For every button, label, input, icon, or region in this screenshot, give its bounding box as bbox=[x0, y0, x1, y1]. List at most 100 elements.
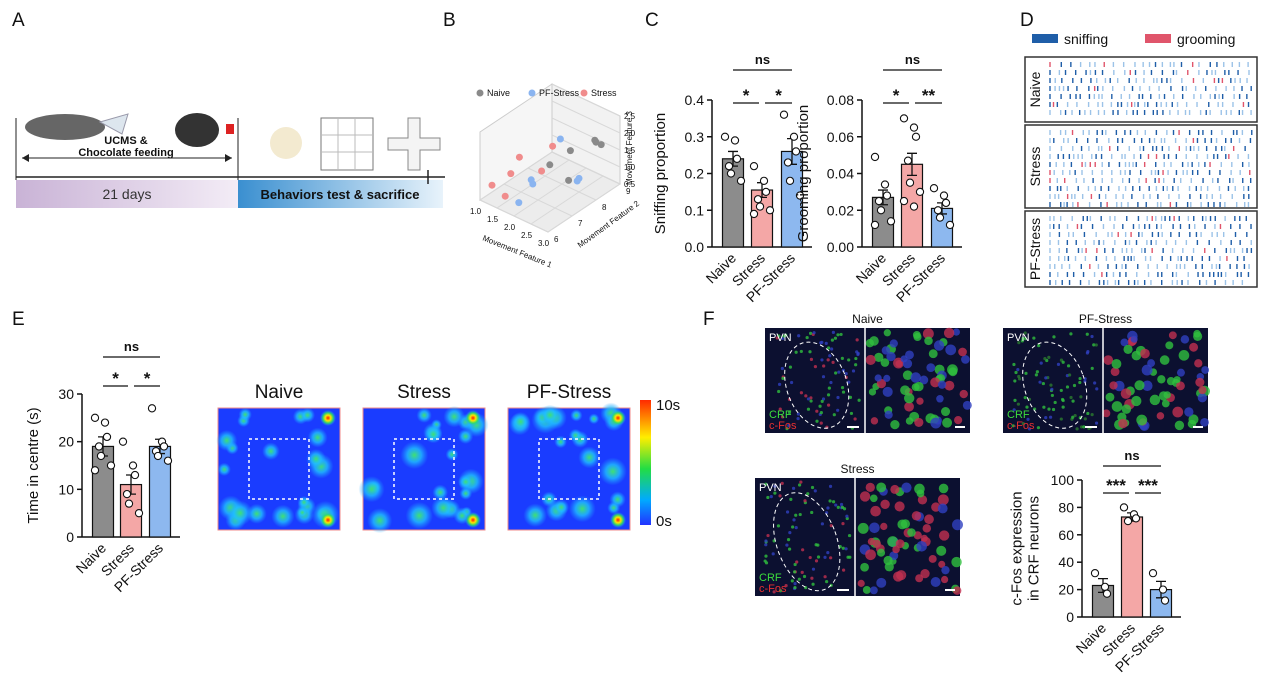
data-point bbox=[753, 195, 763, 204]
cell bbox=[920, 569, 930, 579]
cell bbox=[792, 570, 797, 574]
cell bbox=[809, 357, 814, 361]
y-tick-label: 100 bbox=[1051, 472, 1075, 488]
cell bbox=[793, 562, 797, 567]
x-tick-label: 1.5 bbox=[487, 215, 499, 224]
x-tick-label: 3.0 bbox=[538, 239, 550, 248]
cell bbox=[801, 548, 805, 552]
data-point bbox=[1160, 596, 1170, 605]
cell bbox=[892, 545, 900, 554]
panel-label: B bbox=[443, 10, 456, 31]
significance-label: * bbox=[144, 369, 151, 388]
data-point bbox=[765, 206, 775, 215]
centre-zone bbox=[538, 438, 600, 500]
data-point bbox=[903, 156, 913, 165]
cell bbox=[793, 586, 797, 590]
cell bbox=[787, 423, 791, 428]
cell bbox=[939, 530, 950, 541]
z-tick-label: 2.5 bbox=[624, 112, 636, 121]
cell bbox=[883, 329, 891, 337]
heat-spot bbox=[271, 504, 295, 528]
group-label: Naive bbox=[1027, 71, 1043, 107]
cell bbox=[819, 411, 823, 415]
cell bbox=[808, 331, 813, 335]
cell bbox=[1178, 350, 1190, 361]
cell bbox=[841, 522, 845, 526]
cell bbox=[911, 511, 922, 521]
stain-label: CRF bbox=[769, 409, 792, 421]
cell bbox=[840, 356, 844, 360]
cell bbox=[820, 358, 824, 362]
cell bbox=[920, 534, 928, 542]
cell bbox=[926, 363, 936, 373]
heat-spot bbox=[217, 462, 231, 477]
cell bbox=[928, 349, 938, 359]
cell bbox=[808, 350, 812, 354]
data-point bbox=[941, 198, 951, 208]
cell bbox=[790, 579, 794, 583]
cell bbox=[1032, 336, 1036, 340]
cell bbox=[785, 543, 789, 547]
cell bbox=[1078, 380, 1082, 385]
data-point bbox=[882, 191, 892, 200]
cell bbox=[1090, 366, 1094, 370]
cell bbox=[810, 576, 814, 580]
heatmap-title: Stress bbox=[397, 382, 451, 403]
cell bbox=[883, 374, 891, 382]
cell bbox=[1079, 425, 1084, 429]
cell bbox=[930, 377, 941, 388]
cell bbox=[916, 397, 924, 405]
data-point bbox=[159, 442, 169, 451]
data-point bbox=[783, 158, 793, 167]
cell bbox=[813, 489, 817, 493]
data-point bbox=[730, 136, 740, 145]
heat-spot bbox=[431, 495, 456, 520]
data-point bbox=[565, 176, 573, 184]
cell bbox=[862, 586, 871, 594]
cell bbox=[806, 397, 811, 401]
y-tick-label: 0.3 bbox=[685, 129, 705, 145]
data-point bbox=[128, 461, 138, 470]
y-tick-label: 20 bbox=[58, 434, 74, 450]
cell bbox=[1068, 373, 1072, 377]
error-bar bbox=[907, 152, 917, 176]
significance-label: ns bbox=[905, 52, 920, 67]
cell bbox=[1043, 357, 1047, 361]
data-point bbox=[1148, 569, 1158, 578]
cell bbox=[936, 545, 947, 556]
cell bbox=[780, 481, 784, 485]
cell bbox=[828, 499, 832, 503]
cell bbox=[917, 495, 928, 505]
panel-label: A bbox=[12, 10, 25, 31]
panel-label: C bbox=[645, 10, 659, 31]
timeline-text: Chocolate feeding bbox=[78, 147, 173, 159]
cell bbox=[1102, 409, 1111, 418]
cell bbox=[1176, 368, 1185, 377]
cell bbox=[1200, 417, 1209, 427]
cell bbox=[941, 566, 950, 575]
cell bbox=[914, 483, 925, 495]
cell bbox=[913, 332, 922, 342]
y-axis-label: Grooming proportion bbox=[795, 105, 812, 243]
cell bbox=[1090, 334, 1094, 339]
cell bbox=[771, 552, 775, 556]
data-point bbox=[905, 178, 915, 187]
cell bbox=[834, 371, 838, 375]
cell bbox=[1141, 364, 1153, 376]
cell bbox=[890, 484, 900, 494]
significance-label: * bbox=[743, 86, 750, 105]
cell bbox=[1065, 385, 1070, 389]
cell bbox=[1050, 393, 1054, 398]
cell bbox=[1123, 344, 1133, 354]
cell bbox=[1044, 376, 1048, 380]
heat-spot bbox=[320, 512, 336, 528]
cell bbox=[1086, 411, 1090, 416]
cell bbox=[780, 415, 785, 419]
cell bbox=[1184, 407, 1194, 417]
significance-label: *** bbox=[1138, 476, 1158, 495]
cell bbox=[766, 495, 770, 500]
cell bbox=[816, 555, 821, 559]
cell bbox=[952, 328, 961, 336]
cell bbox=[1048, 415, 1053, 419]
cell bbox=[844, 547, 848, 551]
